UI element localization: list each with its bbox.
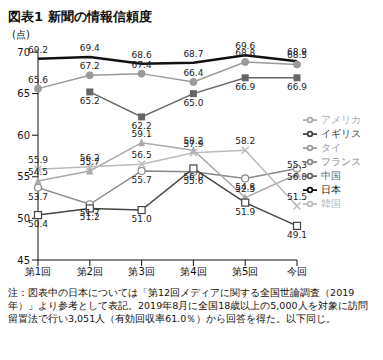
svg-text:58.2: 58.2 <box>235 136 255 146</box>
svg-text:今回: 今回 <box>287 266 307 277</box>
svg-text:66.4: 66.4 <box>183 68 203 78</box>
svg-text:67.2: 67.2 <box>80 61 100 71</box>
svg-text:57.9: 57.9 <box>183 139 203 149</box>
svg-text:68.8: 68.8 <box>235 48 255 58</box>
svg-text:第3回: 第3回 <box>128 266 154 277</box>
svg-text:50: 50 <box>17 212 30 224</box>
svg-text:51.2: 51.2 <box>80 212 100 222</box>
svg-text:55.7: 55.7 <box>132 175 152 185</box>
svg-text:65.2: 65.2 <box>80 96 100 106</box>
svg-text:69.2: 69.2 <box>28 45 48 55</box>
svg-text:53.7: 53.7 <box>28 192 48 202</box>
svg-text:68.5: 68.5 <box>287 50 307 60</box>
svg-text:45: 45 <box>17 255 30 266</box>
svg-text:54.5: 54.5 <box>28 167 48 177</box>
svg-text:59.1: 59.1 <box>132 129 152 139</box>
svg-text:70: 70 <box>17 46 30 58</box>
svg-text:55.9: 55.9 <box>28 155 48 165</box>
svg-text:60: 60 <box>17 130 30 141</box>
svg-text:第1回: 第1回 <box>25 266 51 277</box>
html-text:韓国: 韓国 <box>321 198 341 209</box>
svg-text:66.9: 66.9 <box>287 82 307 92</box>
html-text:(点): (点) <box>12 29 30 40</box>
svg-text:56.2: 56.2 <box>80 153 100 163</box>
svg-text:66.9: 66.9 <box>235 82 255 92</box>
svg-text:67.4: 67.4 <box>132 60 152 70</box>
svg-text:52.5: 52.5 <box>235 184 255 194</box>
svg-text:第5回: 第5回 <box>232 266 258 277</box>
svg-text:55: 55 <box>17 171 30 183</box>
svg-text:56.0: 56.0 <box>183 172 203 182</box>
svg-text:65.6: 65.6 <box>28 75 48 85</box>
svg-text:49.1: 49.1 <box>287 230 307 240</box>
svg-text:56.5: 56.5 <box>132 150 152 160</box>
svg-text:69.4: 69.4 <box>80 43 100 53</box>
html-text:イギリス: イギリス <box>321 128 361 139</box>
svg-text:68.7: 68.7 <box>183 49 203 59</box>
svg-text:第4回: 第4回 <box>180 266 206 277</box>
svg-text:56.0: 56.0 <box>287 172 307 182</box>
svg-text:51.0: 51.0 <box>132 214 152 224</box>
svg-text:50.4: 50.4 <box>28 219 48 229</box>
svg-text:第2回: 第2回 <box>77 266 103 277</box>
html-text:中国: 中国 <box>321 170 341 181</box>
html-text:注：図表中の日本については「第12回メディアに関する全国世論: 注：図表中の日本については「第12回メディアに関する全国世論調査（2019年）」… <box>8 287 368 324</box>
svg-text:55.3: 55.3 <box>287 160 307 170</box>
svg-text:62.2: 62.2 <box>131 120 152 131</box>
html-text:図表1 新聞の情報信頼度: 図表1 新聞の情報信頼度 <box>8 9 152 24</box>
html-text:フランス: フランス <box>321 156 361 167</box>
svg-text:65.0: 65.0 <box>183 98 203 108</box>
html-text:アメリカ: アメリカ <box>321 114 361 125</box>
svg-text:51.5: 51.5 <box>287 192 307 202</box>
html-text:タイ: タイ <box>321 142 341 153</box>
svg-text:68.6: 68.6 <box>132 50 152 60</box>
svg-text:65: 65 <box>17 88 30 99</box>
html-text:日本: 日本 <box>321 184 341 195</box>
svg-text:51.9: 51.9 <box>235 207 255 217</box>
